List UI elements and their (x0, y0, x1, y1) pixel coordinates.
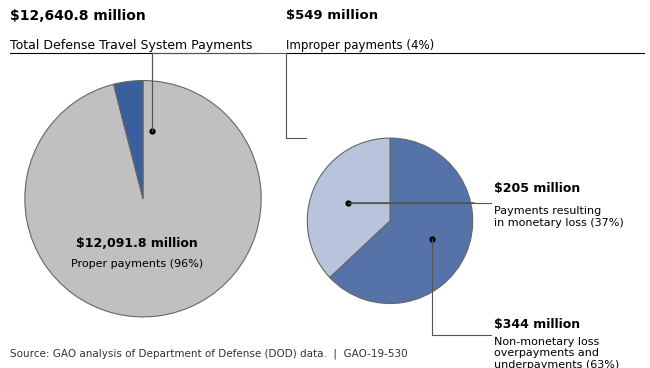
Text: $549 million: $549 million (286, 9, 378, 22)
Wedge shape (25, 81, 261, 317)
Wedge shape (307, 138, 390, 277)
Text: Non-monetary loss
overpayments and
underpayments (63%): Non-monetary loss overpayments and under… (494, 337, 619, 368)
Wedge shape (114, 81, 143, 199)
Text: Payments resulting
in monetary loss (37%): Payments resulting in monetary loss (37%… (494, 206, 624, 228)
Text: $344 million: $344 million (494, 318, 580, 331)
Wedge shape (330, 138, 473, 304)
Text: $205 million: $205 million (494, 181, 580, 195)
Text: Proper payments (96%): Proper payments (96%) (71, 259, 203, 269)
Text: $12,091.8 million: $12,091.8 million (76, 237, 198, 250)
Text: Total Defense Travel System Payments: Total Defense Travel System Payments (10, 39, 252, 52)
Text: $12,640.8 million: $12,640.8 million (10, 9, 146, 23)
Text: Source: GAO analysis of Department of Defense (DOD) data.  |  GAO-19-530: Source: GAO analysis of Department of De… (10, 348, 408, 359)
Text: Improper payments (4%): Improper payments (4%) (286, 39, 434, 52)
